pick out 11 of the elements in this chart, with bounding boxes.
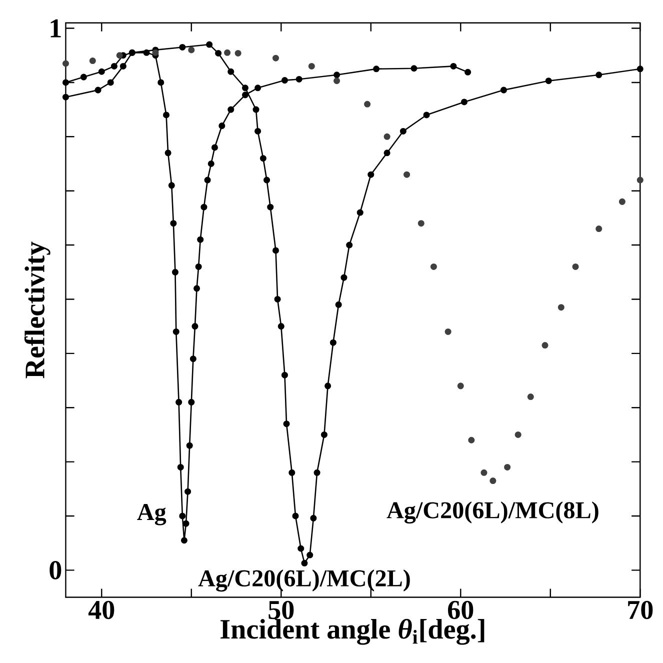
x-tick-label: 70 [628, 600, 653, 620]
y-tick-label: 0 [50, 561, 62, 580]
x-axis-title: Incident angle θ$_{i}$[deg.] [220, 618, 484, 645]
y-tick-label: 1 [50, 19, 61, 38]
annotation: Ag [137, 504, 166, 526]
annotation: Ag/C20(6L)/MC(8L) [386, 501, 598, 524]
x-tick-label: 60 [448, 600, 474, 620]
annotation: Ag/C20(6L)/MC(2L) [198, 570, 410, 592]
x-tick-label: 40 [88, 600, 114, 620]
x-tick-label: 50 [268, 600, 294, 620]
y-axis-title: Reflectivity [24, 242, 50, 378]
